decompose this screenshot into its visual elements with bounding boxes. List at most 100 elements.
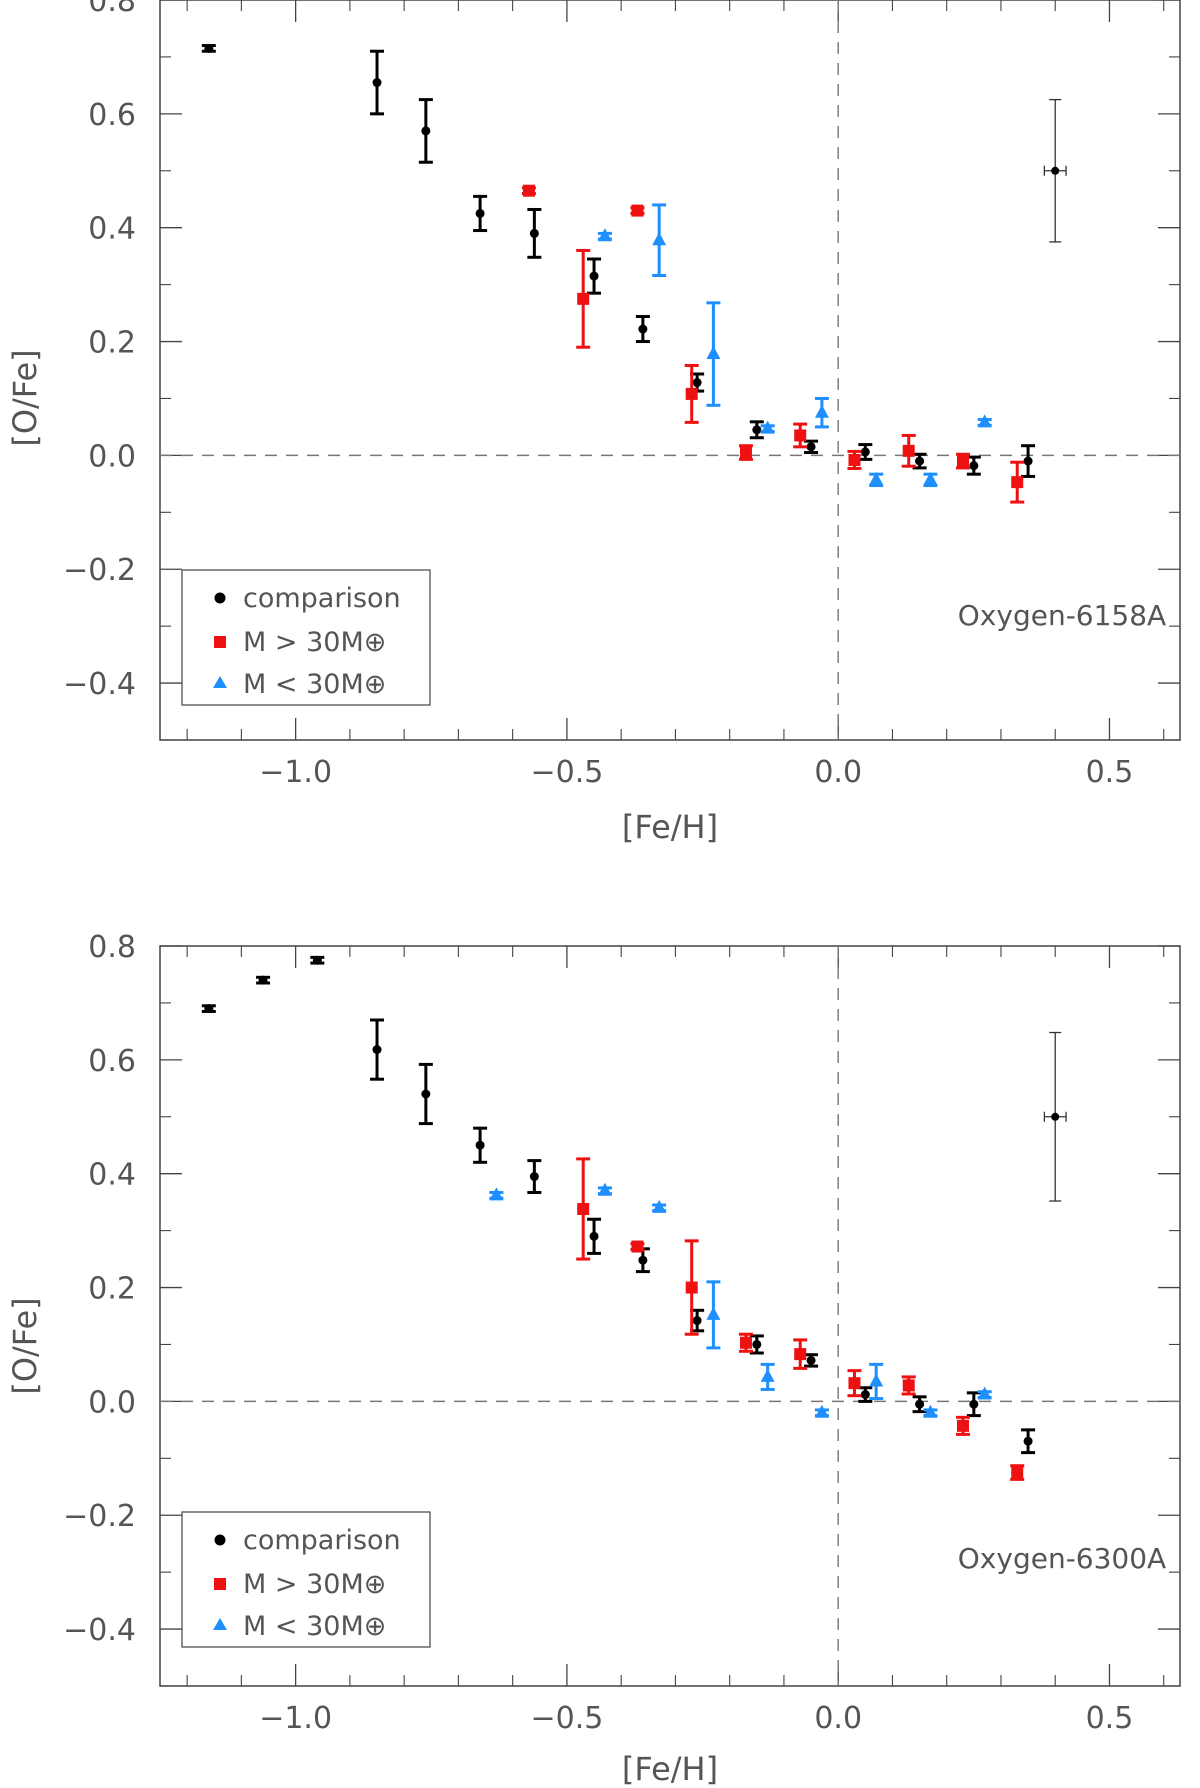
marker-triangle — [814, 1404, 829, 1418]
marker-circle — [806, 442, 816, 452]
y-tick-label: 0.6 — [88, 1044, 136, 1079]
marker-circle — [372, 78, 382, 88]
marker-circle — [860, 1390, 870, 1400]
data-point-triangle — [977, 414, 992, 428]
legend: comparison M > 30M⊕ M < 30M⊕ — [181, 1511, 431, 1648]
marker-circle — [372, 1045, 382, 1055]
data-point-circle — [370, 1018, 385, 1081]
marker-circle — [529, 1172, 539, 1182]
marker-square — [1011, 476, 1024, 489]
data-point-square — [630, 204, 645, 217]
data-point-circle — [256, 975, 271, 985]
legend-marker-low-mass — [213, 676, 227, 688]
legend: comparison M > 30M⊕ M < 30M⊕ — [181, 569, 431, 706]
data-point-circle — [418, 1062, 433, 1126]
y-tick-label: 0.2 — [88, 326, 136, 361]
data-point-circle — [1021, 1428, 1036, 1455]
data-point-circle — [473, 1126, 488, 1164]
marker-circle — [752, 425, 762, 435]
data-point-circle — [201, 43, 216, 53]
marker-triangle — [652, 232, 667, 246]
ticks-layer — [160, 945, 1180, 1687]
marker-triangle — [597, 228, 612, 242]
data-point-triangle — [652, 203, 667, 278]
marker-circle — [915, 1399, 925, 1409]
data-point-square — [847, 1369, 862, 1398]
marker-circle — [1023, 456, 1033, 466]
data-point-square — [793, 1338, 808, 1370]
data-point-square — [684, 1239, 699, 1336]
y-axis-label: [O/Fe] — [6, 349, 44, 446]
x-axis-label: [Fe/H] — [622, 808, 718, 846]
data-point-triangle — [706, 301, 721, 407]
data-point-circle — [804, 1353, 819, 1368]
data-point-triangle — [923, 1404, 938, 1418]
panel-annotation: Oxygen-6300A — [958, 1542, 1166, 1575]
data-point-triangle — [489, 1187, 504, 1201]
marker-circle — [969, 1399, 979, 1409]
marker-square — [794, 1348, 807, 1361]
legend-label-comparison: comparison — [243, 1525, 401, 1556]
x-tick-label: 0.5 — [1086, 755, 1134, 790]
marker-circle — [806, 1355, 816, 1365]
data-point-circle — [858, 1386, 873, 1403]
y-tick-label: 0.4 — [88, 212, 136, 247]
data-point-circle — [527, 1159, 542, 1194]
data-point-circle — [201, 1004, 216, 1014]
y-axis-label: [O/Fe] — [6, 1297, 44, 1394]
panel-annotation: Oxygen-6158A — [958, 599, 1166, 632]
marker-square — [848, 453, 861, 466]
x-tick-label: 0.0 — [814, 1701, 862, 1736]
marker-circle — [421, 126, 431, 136]
marker-triangle — [814, 404, 829, 418]
x-tick-label: −0.5 — [530, 1701, 603, 1736]
legend-marker-high-mass — [214, 1578, 226, 1590]
y-tick-label: −0.4 — [63, 667, 136, 702]
marker-circle — [969, 461, 979, 471]
tick-labels: −1.0 −0.5 0.0 0.5 −0.4 −0.2 0.0 0.2 0.4 0.6 0.8 — [63, 0, 1133, 790]
y-tick-label: 0.8 — [88, 930, 136, 965]
marker-triangle — [923, 1404, 938, 1418]
data-point-triangle — [652, 1199, 667, 1213]
data-point-circle — [1021, 444, 1036, 478]
data-point-square — [630, 1240, 645, 1253]
marker-triangle — [869, 1373, 884, 1387]
data-point-triangle — [706, 1280, 721, 1350]
reference-lines — [160, 946, 1180, 1686]
data-point-square — [1010, 1464, 1025, 1481]
data-point-square — [576, 248, 591, 349]
marker-circle — [589, 1231, 599, 1241]
legend-label-comparison: comparison — [243, 583, 401, 614]
data-point-square — [901, 1375, 916, 1396]
data-point-triangle — [597, 1182, 612, 1196]
data-point-circle — [858, 443, 873, 461]
marker-circle — [475, 208, 485, 218]
marker-triangle — [977, 1386, 992, 1400]
marker-circle — [421, 1089, 431, 1099]
data-marks — [201, 43, 1067, 504]
marker-circle — [589, 271, 599, 281]
data-point-circle — [912, 452, 927, 470]
legend-label-low-mass: M < 30M⊕ — [243, 669, 386, 700]
marker-triangle — [489, 1187, 504, 1201]
marker-circle — [312, 955, 322, 965]
x-axis-label: [Fe/H] — [622, 1750, 718, 1788]
data-point-square — [684, 363, 699, 424]
marker-square — [522, 184, 535, 197]
x-tick-label: 0.5 — [1086, 1701, 1134, 1736]
marker-square — [848, 1377, 861, 1390]
data-point-square — [793, 422, 808, 449]
marker-circle — [752, 1339, 762, 1349]
data-point-square — [738, 444, 753, 461]
tick-labels: −1.0 −0.5 0.0 0.5 −0.4 −0.2 0.0 0.2 0.4 0.6 0.8 — [63, 930, 1133, 1736]
marker-circle — [692, 1316, 702, 1326]
data-point-square — [955, 452, 970, 470]
data-point-triangle — [923, 471, 938, 488]
marker-square — [631, 1240, 644, 1253]
marker-square — [1011, 1466, 1024, 1479]
x-tick-label: 0.0 — [814, 755, 862, 790]
x-tick-label: −1.0 — [259, 1701, 332, 1736]
marker-circle — [638, 324, 648, 334]
y-tick-label: 0.0 — [88, 439, 136, 474]
